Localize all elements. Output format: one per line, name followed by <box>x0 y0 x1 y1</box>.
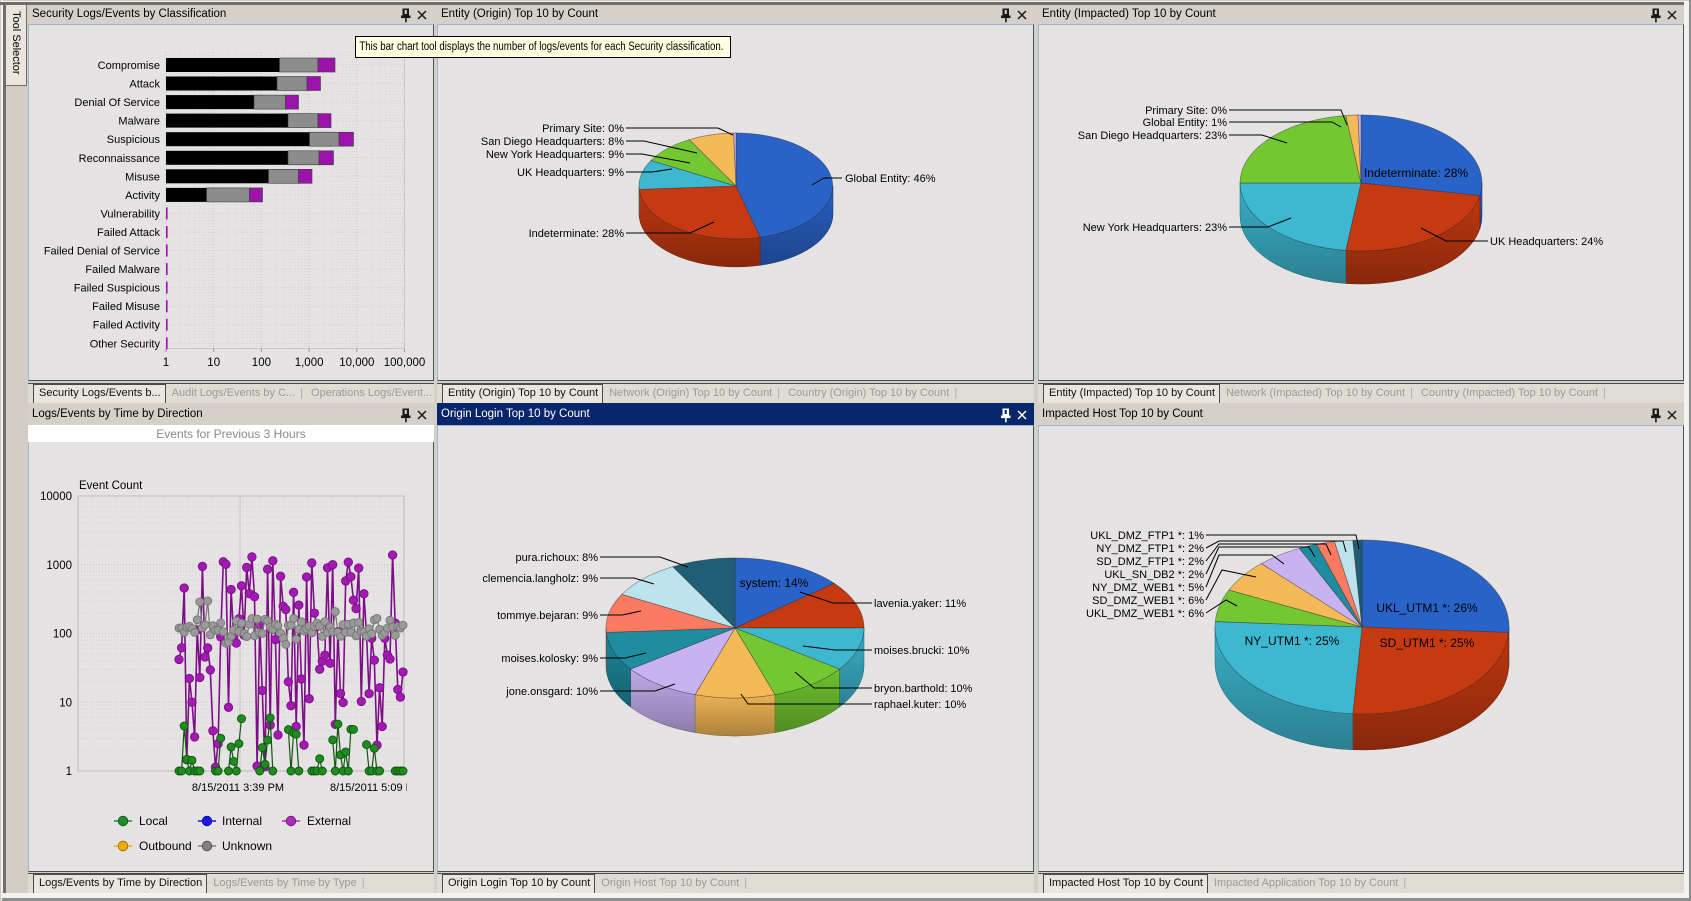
svg-text:1000: 1000 <box>46 560 72 572</box>
svg-text:Global Entity: 1%: Global Entity: 1% <box>1143 117 1228 129</box>
svg-text:NY_DMZ_WEB1 *: 5%: NY_DMZ_WEB1 *: 5% <box>1092 582 1204 594</box>
svg-text:UKL_DMZ_FTP1 *: 1%: UKL_DMZ_FTP1 *: 1% <box>1090 530 1204 542</box>
svg-text:Compromise: Compromise <box>98 60 160 72</box>
svg-text:8/15/2011 3:39 PM: 8/15/2011 3:39 PM <box>192 782 284 794</box>
svg-text:Indeterminate: 28%: Indeterminate: 28% <box>1364 166 1468 180</box>
svg-text:10: 10 <box>207 357 220 369</box>
svg-text:jone.onsgard: 10%: jone.onsgard: 10% <box>505 686 598 698</box>
svg-text:Indeterminate: 28%: Indeterminate: 28% <box>529 228 625 240</box>
svg-text:raphael.kuter: 10%: raphael.kuter: 10% <box>874 699 967 711</box>
svg-text:Internal: Internal <box>222 814 262 828</box>
svg-text:Global Entity: 46%: Global Entity: 46% <box>845 173 936 185</box>
svg-text:New York Headquarters: 23%: New York Headquarters: 23% <box>1083 222 1228 234</box>
svg-text:Failed Activity: Failed Activity <box>93 320 161 332</box>
svg-text:Failed Denial of Service: Failed Denial of Service <box>44 246 160 258</box>
svg-text:moises.kolosky: 9%: moises.kolosky: 9% <box>501 653 598 665</box>
svg-text:bryon.barthold: 10%: bryon.barthold: 10% <box>874 683 973 695</box>
svg-text:1: 1 <box>163 357 169 369</box>
svg-text:Vulnerability: Vulnerability <box>100 208 160 220</box>
svg-text:1,000: 1,000 <box>295 357 324 369</box>
svg-text:Denial Of Service: Denial Of Service <box>74 97 160 109</box>
svg-text:External: External <box>307 814 351 828</box>
svg-text:UKL_UTM1 *: 26%: UKL_UTM1 *: 26% <box>1376 601 1478 615</box>
svg-text:San Diego Headquarters: 8%: San Diego Headquarters: 8% <box>481 136 624 148</box>
svg-text:Reconnaissance: Reconnaissance <box>79 153 160 165</box>
svg-text:Attack: Attack <box>129 79 160 91</box>
svg-text:Malware: Malware <box>118 116 160 128</box>
svg-text:UKL_DMZ_WEB1 *: 6%: UKL_DMZ_WEB1 *: 6% <box>1086 608 1204 620</box>
svg-text:Local: Local <box>139 814 168 828</box>
svg-text:Event Count: Event Count <box>79 480 143 492</box>
svg-text:New York Headquarters: 9%: New York Headquarters: 9% <box>486 149 624 161</box>
svg-text:8/15/2011 5:09 PM: 8/15/2011 5:09 PM <box>330 782 422 794</box>
svg-text:Other Security: Other Security <box>90 338 161 350</box>
svg-text:UK Headquarters: 9%: UK Headquarters: 9% <box>517 167 624 179</box>
svg-text:SD_DMZ_WEB1 *: 6%: SD_DMZ_WEB1 *: 6% <box>1092 595 1204 607</box>
svg-text:clemencia.langholz: 9%: clemencia.langholz: 9% <box>482 573 598 585</box>
svg-text:Unknown: Unknown <box>222 839 272 853</box>
svg-text:Failed Suspicious: Failed Suspicious <box>74 283 161 295</box>
svg-text:Primary Site: 0%: Primary Site: 0% <box>1145 105 1227 117</box>
svg-text:tommye.bejaran: 9%: tommye.bejaran: 9% <box>497 610 598 622</box>
svg-text:SD_DMZ_FTP1 *: 2%: SD_DMZ_FTP1 *: 2% <box>1096 556 1204 568</box>
svg-text:Failed Malware: Failed Malware <box>85 264 160 276</box>
svg-text:system: 14%: system: 14% <box>740 576 809 590</box>
svg-text:10,000: 10,000 <box>339 357 374 369</box>
svg-text:Outbound: Outbound <box>139 839 192 853</box>
svg-text:1: 1 <box>66 766 72 778</box>
svg-text:SD_UTM1 *: 25%: SD_UTM1 *: 25% <box>1380 636 1475 650</box>
svg-text:NY_DMZ_FTP1 *: 2%: NY_DMZ_FTP1 *: 2% <box>1096 543 1204 555</box>
svg-text:UKL_SN_DB2 *: 2%: UKL_SN_DB2 *: 2% <box>1104 569 1204 581</box>
svg-text:Failed Misuse: Failed Misuse <box>92 301 160 313</box>
svg-text:Failed Attack: Failed Attack <box>97 227 160 239</box>
svg-text:UK Headquarters: 24%: UK Headquarters: 24% <box>1490 236 1603 248</box>
svg-text:100: 100 <box>252 357 271 369</box>
svg-text:moises.brucki: 10%: moises.brucki: 10% <box>874 645 970 657</box>
svg-text:Misuse: Misuse <box>125 171 160 183</box>
svg-text:100: 100 <box>53 629 72 641</box>
svg-text:Suspicious: Suspicious <box>107 134 161 146</box>
svg-text:10: 10 <box>59 697 72 709</box>
svg-text:10000: 10000 <box>40 491 72 503</box>
svg-text:lavenia.yaker: 11%: lavenia.yaker: 11% <box>874 598 966 610</box>
svg-text:Primary Site: 0%: Primary Site: 0% <box>542 123 624 135</box>
svg-text:Activity: Activity <box>125 190 160 202</box>
svg-text:pura.richoux: 8%: pura.richoux: 8% <box>515 552 598 564</box>
svg-text:San Diego Headquarters: 23%: San Diego Headquarters: 23% <box>1078 130 1227 142</box>
svg-text:NY_UTM1 *: 25%: NY_UTM1 *: 25% <box>1245 634 1340 648</box>
svg-text:100,000: 100,000 <box>384 357 426 369</box>
